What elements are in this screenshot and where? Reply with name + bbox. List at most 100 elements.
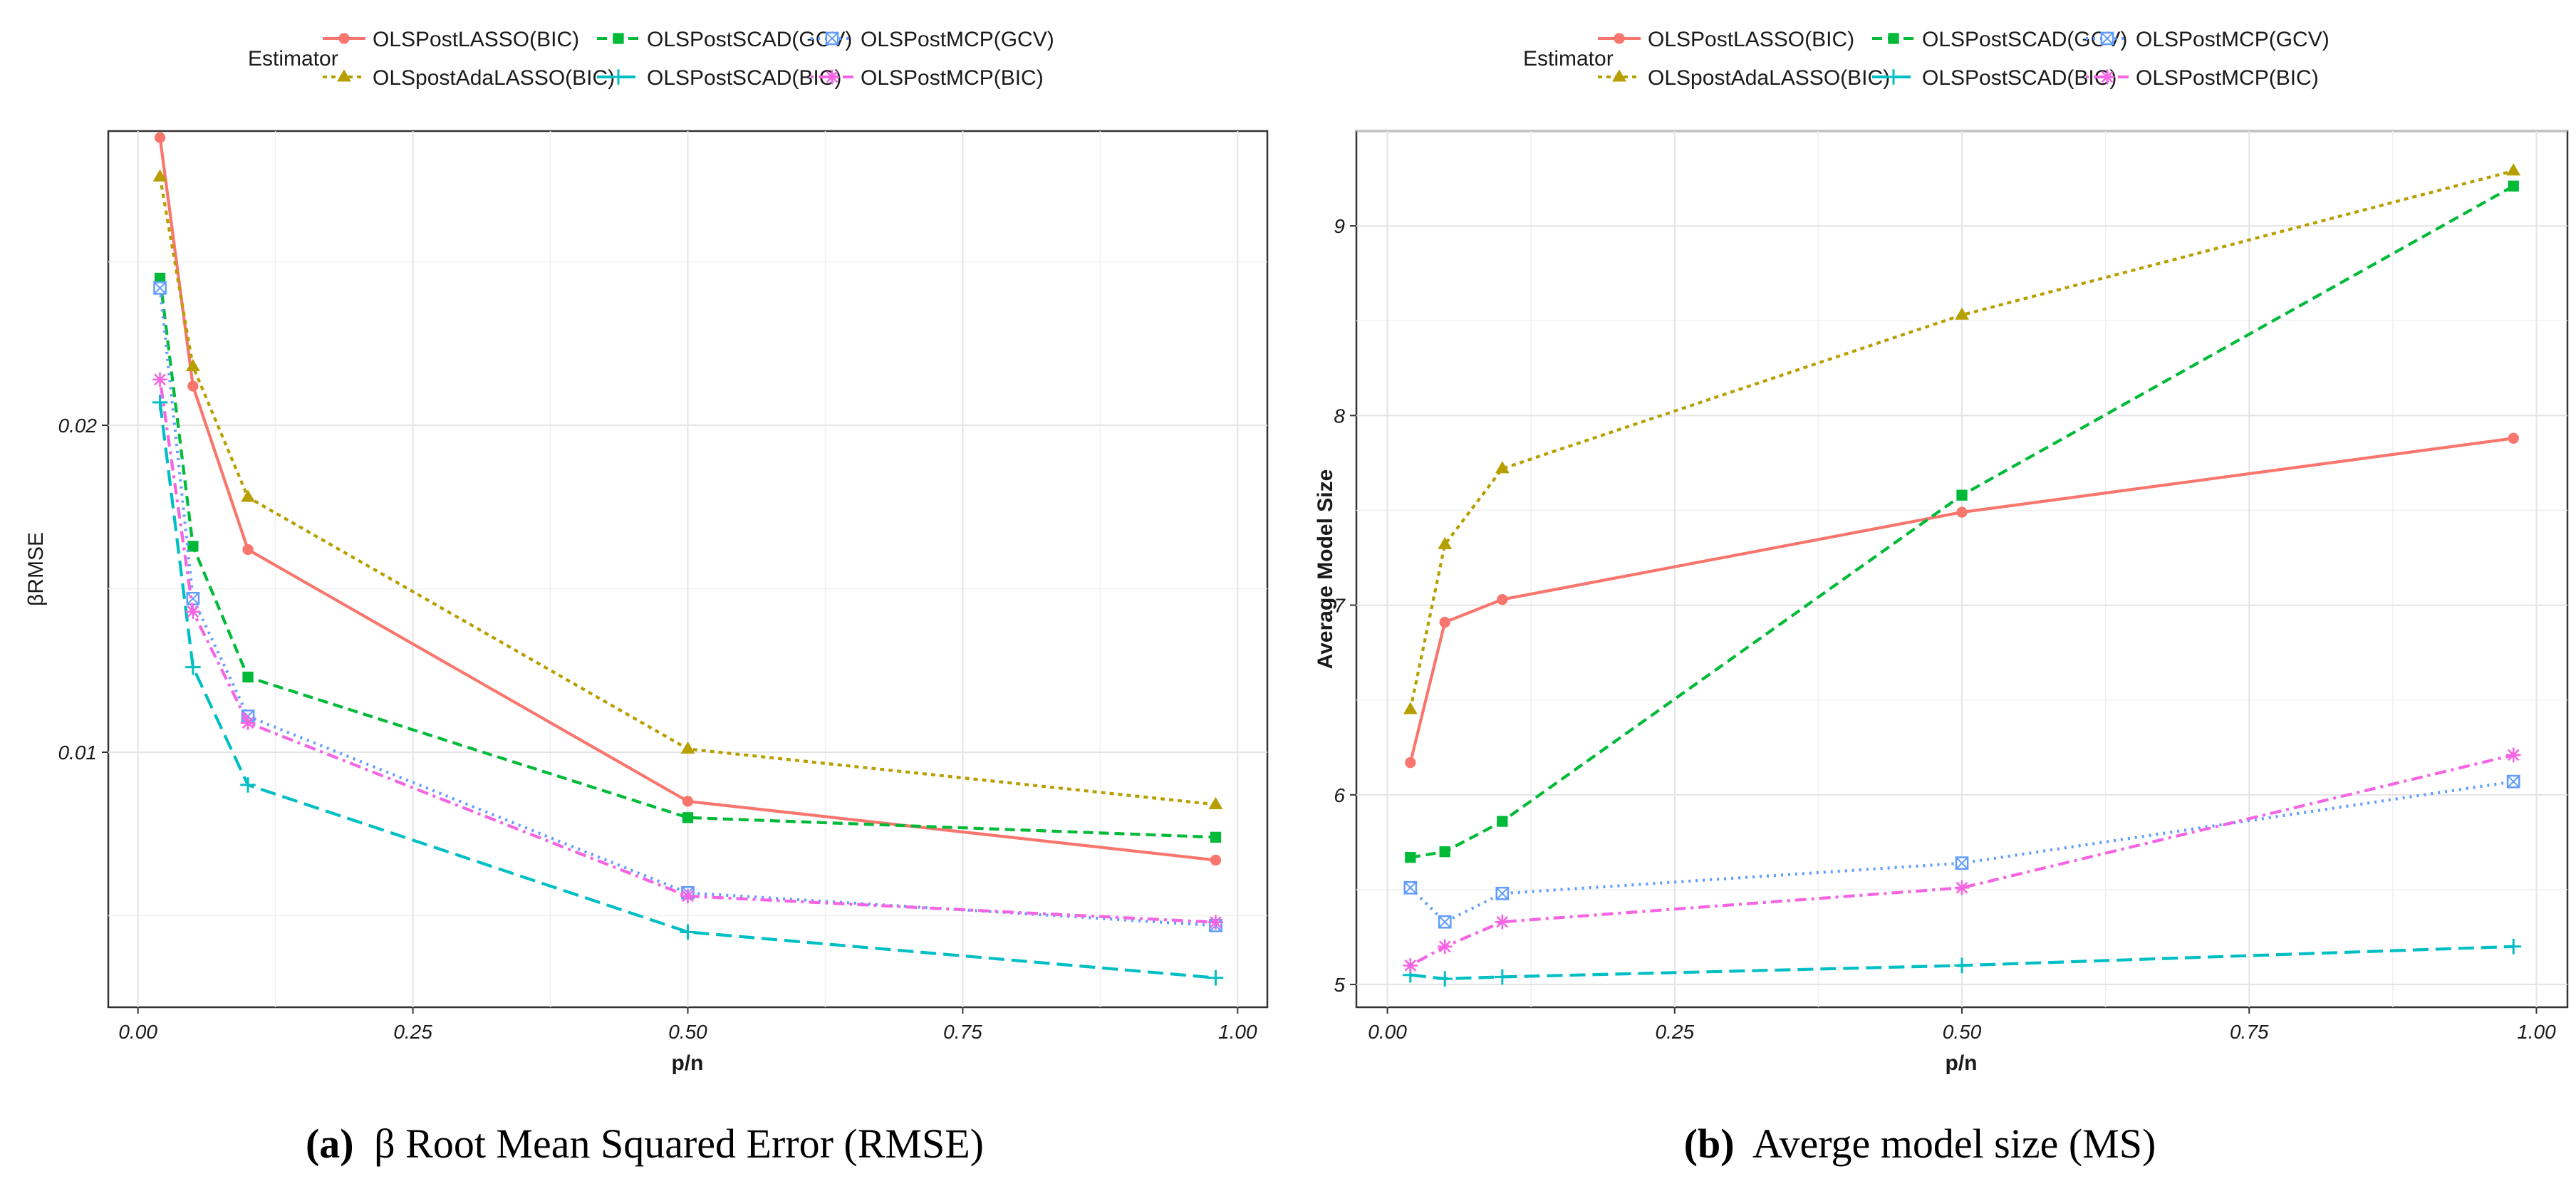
panel-b-caption-label: (b) xyxy=(1684,1120,1735,1167)
legend-item-olspostmcp-gcv: OLSPostMCP(GCV) xyxy=(811,28,1054,51)
x-tick-label: 0.50 xyxy=(668,1021,707,1043)
panel-a-series xyxy=(152,132,1224,986)
data-point-olspostmcp-gcv xyxy=(1438,915,1452,929)
panel-b-caption: (b) Averge model size (MS) xyxy=(1684,1120,2156,1167)
data-point-olspostlasso-bic xyxy=(1405,756,1416,769)
data-point-olspostmcp-gcv xyxy=(1955,856,1969,870)
data-point-olspostmcp-bic xyxy=(240,715,256,731)
y-tick-label: 8 xyxy=(1334,405,1345,427)
panel-b-series xyxy=(1403,163,2521,987)
y-tick-label: 0.01 xyxy=(58,742,98,764)
panel-b-ticks: 0.00 0.25 0.50 0.75 1.00 5 6 7 8 9 xyxy=(1334,215,2556,1043)
panel-a-gridlines xyxy=(108,131,1267,1007)
y-tick-label: 5 xyxy=(1334,974,1345,996)
panel-a-y-axis-title: βRMSE xyxy=(24,532,48,606)
data-point-olspostmcp-bic xyxy=(185,604,201,620)
legend-item-olspostadalasso-bic: OLSpostAdaLASSO(BIC) xyxy=(323,66,615,90)
data-point-olspostlasso-bic xyxy=(187,380,199,392)
legend-key-marker xyxy=(2100,31,2114,46)
legend-key-marker xyxy=(2099,69,2115,85)
data-point-olspostscad-bic xyxy=(1495,969,1510,985)
data-point-olspostscad-bic xyxy=(1954,957,1970,974)
legend-key-marker xyxy=(1886,69,1901,85)
data-point-olspostmcp-bic xyxy=(1495,914,1510,930)
legend-key-marker xyxy=(338,33,350,44)
x-tick-label: 0.75 xyxy=(943,1021,982,1043)
data-point-olspostscad-gcv xyxy=(1210,831,1222,843)
legend-label: OLSPostSCAD(GCV) xyxy=(1922,28,2127,51)
legend-label: OLSPostSCAD(BIC) xyxy=(647,66,841,90)
panel-b-caption-text: Averge model size (MS) xyxy=(1752,1120,2156,1167)
data-point-olspostscad-gcv xyxy=(1497,816,1508,827)
y-tick-label: 0.02 xyxy=(58,415,98,437)
panel-a-x-axis-title: p/n xyxy=(672,1051,704,1075)
series-olspostmcp-bic xyxy=(152,372,1223,930)
panel-a-caption: (a) β Root Mean Squared Error (RMSE) xyxy=(306,1120,984,1167)
legend-item-olspostscad-gcv: OLSPostSCAD(GCV) xyxy=(1872,28,2127,51)
legend-key-marker xyxy=(1614,33,1625,44)
data-point-olspostadalasso-bic xyxy=(2506,163,2521,176)
series-line-olspostadalasso-bic xyxy=(1408,169,2514,710)
series-olspostscad-gcv xyxy=(154,272,1222,843)
data-point-olspostlasso-bic xyxy=(1439,616,1450,628)
data-point-olspostlasso-bic xyxy=(1210,854,1222,866)
series-olspostmcp-bic xyxy=(1403,747,2521,973)
data-point-olspostscad-bic xyxy=(680,924,696,940)
data-point-olspostlasso-bic xyxy=(682,796,694,807)
x-tick-label: 1.00 xyxy=(1218,1021,1257,1043)
data-point-olspostadalasso-bic xyxy=(185,358,200,371)
legend-item-olspostmcp-bic: OLSPostMCP(BIC) xyxy=(2086,66,2319,90)
legend-key-marker xyxy=(611,69,626,85)
series-olspostscad-gcv xyxy=(1405,180,2519,863)
data-point-olspostmcp-bic xyxy=(1437,939,1453,955)
legend-key-marker xyxy=(1612,69,1626,82)
legend-key-marker xyxy=(1888,33,1899,44)
y-tick-label: 7 xyxy=(1334,595,1346,617)
data-point-olspostscad-gcv xyxy=(682,812,694,823)
data-point-olspostadalasso-bic xyxy=(1208,796,1223,809)
data-point-olspostmcp-gcv xyxy=(1495,886,1510,900)
x-tick-label: 0.25 xyxy=(1656,1021,1695,1043)
panel-a-ticks: 0.00 0.25 0.50 0.75 1.00 0.01 0.02 xyxy=(58,415,1257,1043)
legend-key-marker xyxy=(613,33,624,44)
data-point-olspostscad-bic xyxy=(240,777,256,793)
panel-b-x-axis-title: p/n xyxy=(1946,1051,1978,1075)
x-tick-label: 0.50 xyxy=(1943,1021,1982,1043)
legend-label: OLSPostSCAD(GCV) xyxy=(647,28,852,51)
legend-item-olspostscad-bic: OLSPostSCAD(BIC) xyxy=(1872,66,2117,90)
data-point-olspostscad-gcv xyxy=(1405,852,1416,863)
series-olspostscad-bic xyxy=(152,395,1224,986)
data-point-olspostadalasso-bic xyxy=(241,489,255,502)
data-point-olspostscad-gcv xyxy=(1439,846,1450,858)
x-tick-label: 0.75 xyxy=(2230,1021,2269,1043)
legend-key-marker xyxy=(825,31,839,46)
data-point-olspostmcp-gcv xyxy=(186,591,200,605)
data-point-olspostmcp-bic xyxy=(680,888,695,904)
series-line-olspostmcp-bic xyxy=(1409,753,2514,967)
legend-key-marker xyxy=(337,69,351,82)
data-point-olspostscad-gcv xyxy=(2508,180,2519,192)
data-point-olspostmcp-gcv xyxy=(1403,880,1418,895)
data-point-olspostscad-bic xyxy=(185,659,201,675)
data-point-olspostscad-bic xyxy=(2505,939,2521,955)
legend-item-olspostlasso-bic: OLSPostLASSO(BIC) xyxy=(323,28,579,51)
legend-title: Estimator xyxy=(248,47,338,71)
data-point-olspostlasso-bic xyxy=(154,132,166,143)
legend-item-olspostadalasso-bic: OLSpostAdaLASSO(BIC) xyxy=(1598,66,1890,90)
legend-item-olspostscad-gcv: OLSPostSCAD(GCV) xyxy=(597,28,852,51)
legend-label: OLSPostLASSO(BIC) xyxy=(373,28,579,51)
data-point-olspostmcp-bic xyxy=(152,372,167,388)
legend-item-olspostmcp-gcv: OLSPostMCP(GCV) xyxy=(2086,28,2330,51)
data-point-olspostadalasso-bic xyxy=(1955,307,1969,320)
legend-item-olspostmcp-bic: OLSPostMCP(BIC) xyxy=(811,66,1044,90)
data-point-olspostscad-gcv xyxy=(242,671,254,683)
x-tick-label: 1.00 xyxy=(2517,1021,2556,1043)
panel-a-legend: Estimator OLSPostLASSO(BIC) OLSpostAdaLAS… xyxy=(248,28,1054,90)
legend-label: OLSPostSCAD(BIC) xyxy=(1922,66,2117,90)
data-point-olspostscad-bic xyxy=(152,395,168,410)
panel-b-model-size: Estimator OLSPostLASSO(BIC) OLSpostAdaLAS… xyxy=(1314,28,2569,1167)
y-tick-label: 9 xyxy=(1334,215,1345,237)
x-tick-label: 0.25 xyxy=(393,1021,432,1043)
data-point-olspostlasso-bic xyxy=(1956,506,1968,518)
data-point-olspostlasso-bic xyxy=(2508,432,2519,444)
